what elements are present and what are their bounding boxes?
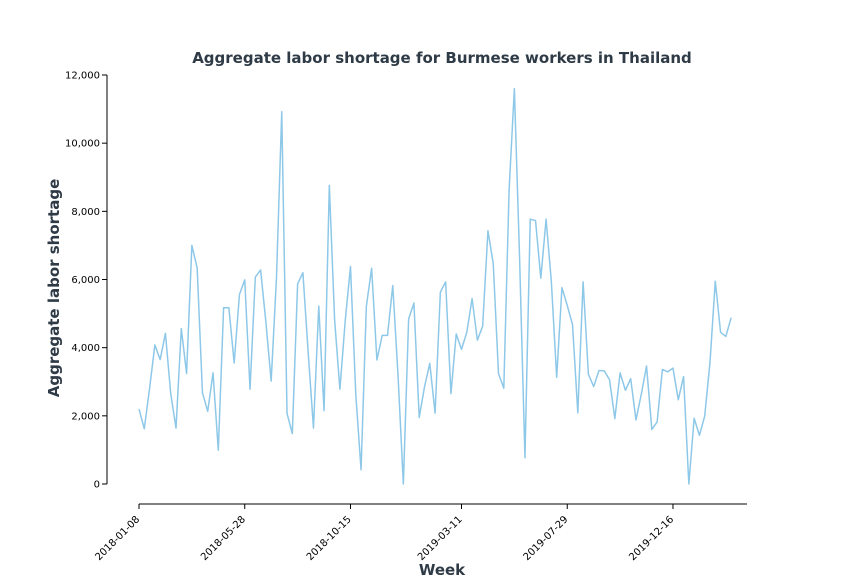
y-tick-label: 12,000 (65, 71, 100, 82)
chart-title: Aggregate labor shortage for Burmese wor… (192, 49, 692, 67)
y-tick-label: 6,000 (71, 275, 100, 286)
x-tick-label: 2018-05-28 (199, 514, 248, 563)
x-tick-label: 2019-07-29 (522, 514, 571, 563)
x-tick-label: 2018-10-15 (305, 514, 354, 563)
y-axis-title: Aggregate labor shortage (45, 179, 63, 398)
x-tick-label: 2019-12-16 (627, 514, 676, 563)
x-axis-ticks: 2018-01-08 2018-05-28 2018-10-15 2019-03-11… (93, 504, 676, 563)
y-tick-label: 4,000 (71, 343, 100, 354)
y-axis-ticks: 0 2,000 4,000 6,000 8,000 10,000 12,000 (65, 71, 107, 491)
x-axis-title: Week (419, 561, 466, 576)
y-tick-label: 10,000 (65, 139, 100, 150)
y-tick-label: 8,000 (71, 207, 100, 218)
series-line (138, 87, 732, 485)
y-tick-label: 2,000 (71, 411, 100, 422)
x-tick-label: 2018-01-08 (93, 514, 142, 563)
x-tick-label: 2019-03-11 (416, 514, 465, 563)
y-tick-label: 0 (94, 480, 100, 491)
